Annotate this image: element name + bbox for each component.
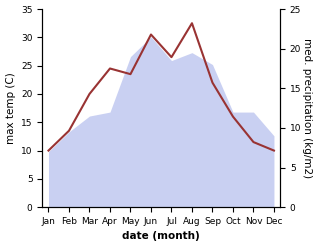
Y-axis label: med. precipitation (kg/m2): med. precipitation (kg/m2) [302, 38, 313, 178]
X-axis label: date (month): date (month) [122, 231, 200, 242]
Y-axis label: max temp (C): max temp (C) [5, 72, 16, 144]
